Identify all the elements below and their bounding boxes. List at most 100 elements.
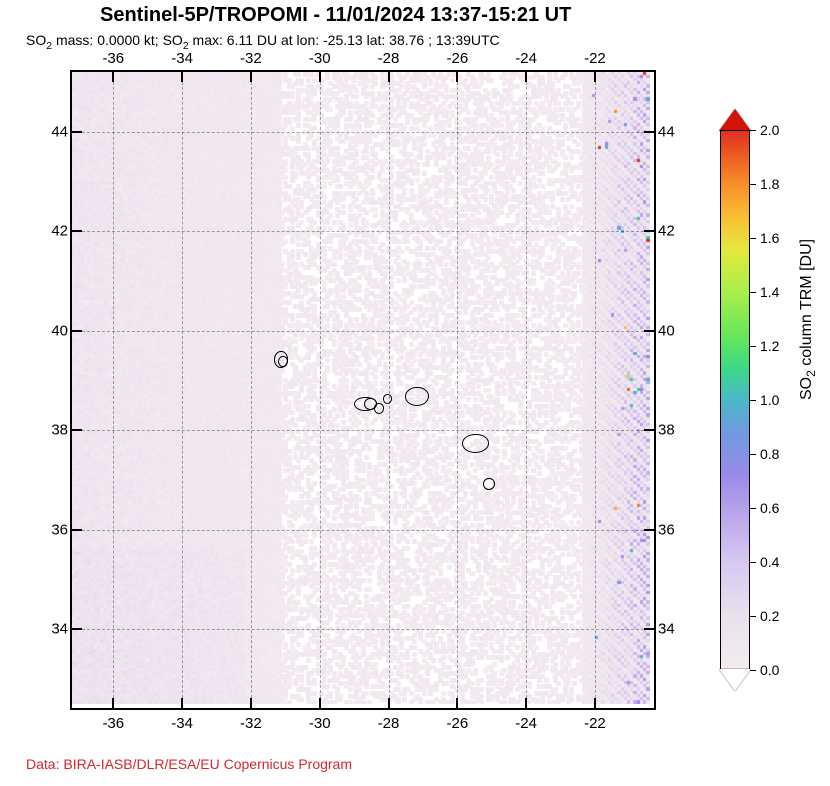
colorbar-tick-label: 0.6: [760, 500, 779, 516]
colorbar-tick: [750, 400, 756, 401]
lat-tick: [72, 330, 82, 332]
lon-tick: [112, 698, 114, 708]
lon-label-bottom: -34: [171, 715, 193, 732]
lat-label-right: 36: [658, 521, 684, 538]
gridline-h: [72, 331, 654, 332]
colorbar-under-arrow: [719, 669, 751, 691]
lon-tick: [525, 698, 527, 708]
colorbar-tick-label: 0.8: [760, 446, 779, 462]
lat-tick: [644, 529, 654, 531]
lat-label-left: 36: [42, 521, 68, 538]
lat-label-left: 40: [42, 322, 68, 339]
lat-label-left: 34: [42, 621, 68, 638]
lat-label-right: 40: [658, 322, 684, 339]
lon-label-bottom: -28: [378, 715, 400, 732]
colorbar-tick-label: 0.4: [760, 554, 779, 570]
colorbar-tick: [750, 184, 756, 185]
gridline-v: [389, 72, 390, 708]
lon-label-top: -36: [102, 50, 124, 67]
colorbar-tick-label: 1.4: [760, 284, 779, 300]
gridline-h: [72, 430, 654, 431]
colorbar-tick-label: 1.6: [760, 230, 779, 246]
lat-tick: [644, 628, 654, 630]
chart-subtitle: SO2 mass: 0.0000 kt; SO2 max: 6.11 DU at…: [26, 32, 500, 52]
lon-label-top: -28: [378, 50, 400, 67]
lon-tick: [456, 698, 458, 708]
gridline-h: [72, 231, 654, 232]
lat-tick: [644, 131, 654, 133]
colorbar-tick: [750, 454, 756, 455]
lon-tick: [250, 72, 252, 82]
lat-tick: [72, 230, 82, 232]
colorbar-title: SO2 column TRM [DU]: [798, 239, 818, 400]
colorbar: 0.00.20.40.60.81.01.21.41.61.82.0: [720, 110, 750, 690]
lat-tick: [72, 628, 82, 630]
lon-label-bottom: -22: [584, 715, 606, 732]
colorbar-tick: [750, 508, 756, 509]
lon-label-bottom: -24: [515, 715, 537, 732]
lon-tick: [456, 72, 458, 82]
colorbar-tick: [750, 346, 756, 347]
lon-label-top: -22: [584, 50, 606, 67]
lat-label-right: 34: [658, 621, 684, 638]
lon-tick: [319, 698, 321, 708]
gridline-v: [182, 72, 183, 708]
lon-tick: [250, 698, 252, 708]
colorbar-tick: [750, 238, 756, 239]
lon-tick: [594, 698, 596, 708]
lat-label-left: 44: [42, 123, 68, 140]
colorbar-tick: [750, 562, 756, 563]
lon-label-top: -24: [515, 50, 537, 67]
colorbar-tick-label: 1.2: [760, 338, 779, 354]
colorbar-tick-label: 1.0: [760, 392, 779, 408]
gridline-v: [457, 72, 458, 708]
lat-tick: [72, 429, 82, 431]
lat-label-left: 38: [42, 422, 68, 439]
colorbar-over-arrow: [719, 109, 751, 131]
lon-tick: [181, 72, 183, 82]
lon-tick: [319, 72, 321, 82]
lon-tick: [388, 698, 390, 708]
colorbar-tick: [750, 670, 756, 671]
lon-tick: [388, 72, 390, 82]
colorbar-tick: [750, 130, 756, 131]
lon-label-bottom: -26: [446, 715, 468, 732]
map-plot: -36-36-34-34-32-32-30-30-28-28-26-26-24-…: [70, 70, 656, 710]
gridline-v: [595, 72, 596, 708]
heatmap-layer: [72, 72, 650, 704]
gridline-v: [526, 72, 527, 708]
gridline-h: [72, 629, 654, 630]
lon-label-bottom: -30: [309, 715, 331, 732]
data-credit: Data: BIRA-IASB/DLR/ESA/EU Copernicus Pr…: [26, 756, 352, 772]
gridline-h: [72, 530, 654, 531]
lat-label-right: 44: [658, 123, 684, 140]
island-outline: [278, 356, 288, 367]
gridline-v: [251, 72, 252, 708]
lat-label-right: 42: [658, 223, 684, 240]
colorbar-gradient: [720, 130, 750, 670]
lon-label-top: -26: [446, 50, 468, 67]
chart-title: Sentinel-5P/TROPOMI - 11/01/2024 13:37-1…: [100, 4, 571, 27]
lon-label-top: -30: [309, 50, 331, 67]
lon-label-bottom: -36: [102, 715, 124, 732]
lon-tick: [594, 72, 596, 82]
lat-tick: [72, 529, 82, 531]
island-outline: [483, 478, 495, 490]
gridline-v: [113, 72, 114, 708]
lon-tick: [112, 72, 114, 82]
gridline-v: [320, 72, 321, 708]
gridline-h: [72, 132, 654, 133]
island-outline: [383, 394, 392, 403]
colorbar-tick: [750, 616, 756, 617]
lat-label-left: 42: [42, 223, 68, 240]
lon-label-top: -32: [240, 50, 262, 67]
colorbar-tick-label: 2.0: [760, 122, 779, 138]
lon-tick: [181, 698, 183, 708]
colorbar-tick-label: 0.0: [760, 662, 779, 678]
lat-tick: [72, 131, 82, 133]
lat-tick: [644, 330, 654, 332]
colorbar-tick-label: 1.8: [760, 176, 779, 192]
lat-label-right: 38: [658, 422, 684, 439]
lat-tick: [644, 230, 654, 232]
lon-label-top: -34: [171, 50, 193, 67]
